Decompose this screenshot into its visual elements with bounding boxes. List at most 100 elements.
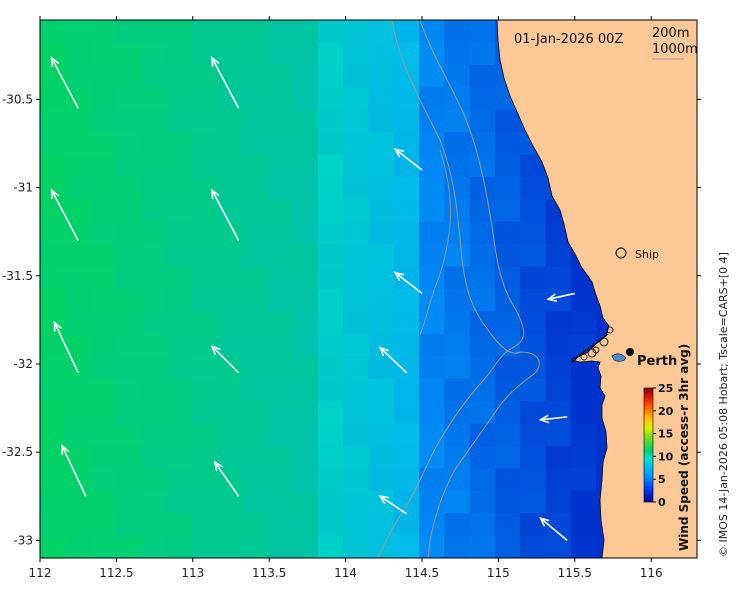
field-cell [368,289,395,313]
field-cell [191,535,218,558]
field-cell [444,244,471,268]
field-cell [494,154,521,178]
field-cell [292,64,319,88]
wind-speed-field [40,20,697,558]
field-cell [292,490,319,514]
field-cell [166,311,193,335]
x-tick-label: 112.5 [99,566,133,580]
field-cell [393,490,420,514]
field-cell [317,266,344,290]
credit-text: © IMOS 14-Jan-2026 05:08 Hobart; Tscale=… [717,252,730,557]
wind-vector [213,460,240,497]
field-cell [65,20,92,44]
field-cell [419,109,445,133]
field-cell [469,513,496,537]
field-cell [393,535,420,558]
wind-vector-shaft [547,292,575,301]
field-cell [40,289,66,313]
field-cell [317,42,344,66]
field-cell [40,535,66,558]
field-cell [570,513,597,537]
wind-vector-head [50,188,60,200]
field-cell [166,87,193,111]
field-cell [545,423,572,447]
field-cell [570,535,597,558]
field-cell [292,535,319,558]
colorbar-label: Wind Speed (access-r 3hr avg) [677,344,691,551]
field-cell [216,513,243,537]
field-cell [520,176,546,200]
field-cell [267,176,294,200]
wind-vector [61,444,87,497]
field-cell [166,64,193,88]
field-cell [368,333,395,357]
field-cell [419,311,445,335]
field-cell [216,445,243,469]
field-cell [494,289,521,313]
field-cell [343,87,370,111]
field-cell [419,289,445,313]
field-cell [570,445,597,469]
field-cell [40,490,66,514]
field-cell [444,42,471,66]
field-cell [166,468,193,492]
field-cell [191,87,218,111]
field-cell [191,289,218,313]
field-cell [166,109,193,133]
field-cell [242,42,269,66]
field-cell [469,289,496,313]
field-cell [317,513,344,537]
wind-vector-shaft [50,189,79,241]
field-cell [115,42,142,66]
field-cell [368,20,395,44]
field-cell [292,513,319,537]
field-cell [267,109,294,133]
field-cell [115,311,142,335]
field-cell [166,132,193,156]
wind-vector-head [213,460,224,472]
wind-vector-shaft [428,20,430,21]
field-cell [545,401,572,425]
field-cell [267,468,294,492]
wind-vector-head [538,516,550,527]
ship-marker-circle [615,247,627,259]
wind-vector [50,188,79,241]
field-cell [40,311,66,335]
field-cell [166,513,193,537]
field-cell [520,513,546,537]
field-cell [343,423,370,447]
field-cell [419,176,445,200]
field-cell [166,356,193,380]
field-cell [520,221,546,245]
wind-vector [50,56,79,109]
field-cell [444,176,471,200]
field-cell [90,199,117,223]
field-cell [292,199,319,223]
field-cell [570,356,597,380]
field-cell [65,378,92,402]
y-tick-label: -31 [13,181,33,195]
field-cell [65,490,92,514]
field-cell [520,244,546,268]
field-cell [469,445,496,469]
field-cell [343,490,370,514]
wind-vector [538,414,568,424]
field-cell [191,199,218,223]
field-cell [469,221,496,245]
wind-vector-head [211,188,220,200]
field-cell [191,176,218,200]
ship-label: Ship [635,248,659,261]
field-cell [419,445,445,469]
field-cell [242,311,269,335]
field-cell [191,42,218,66]
field-cell [40,132,66,156]
field-cell [115,356,142,380]
field-cell [40,401,66,425]
field-cell [343,513,370,537]
wind-vector-head [538,414,550,424]
field-cell [368,87,395,111]
field-cell [317,244,344,268]
field-cell [141,176,167,200]
field-cell [65,289,92,313]
field-cell [191,333,218,357]
